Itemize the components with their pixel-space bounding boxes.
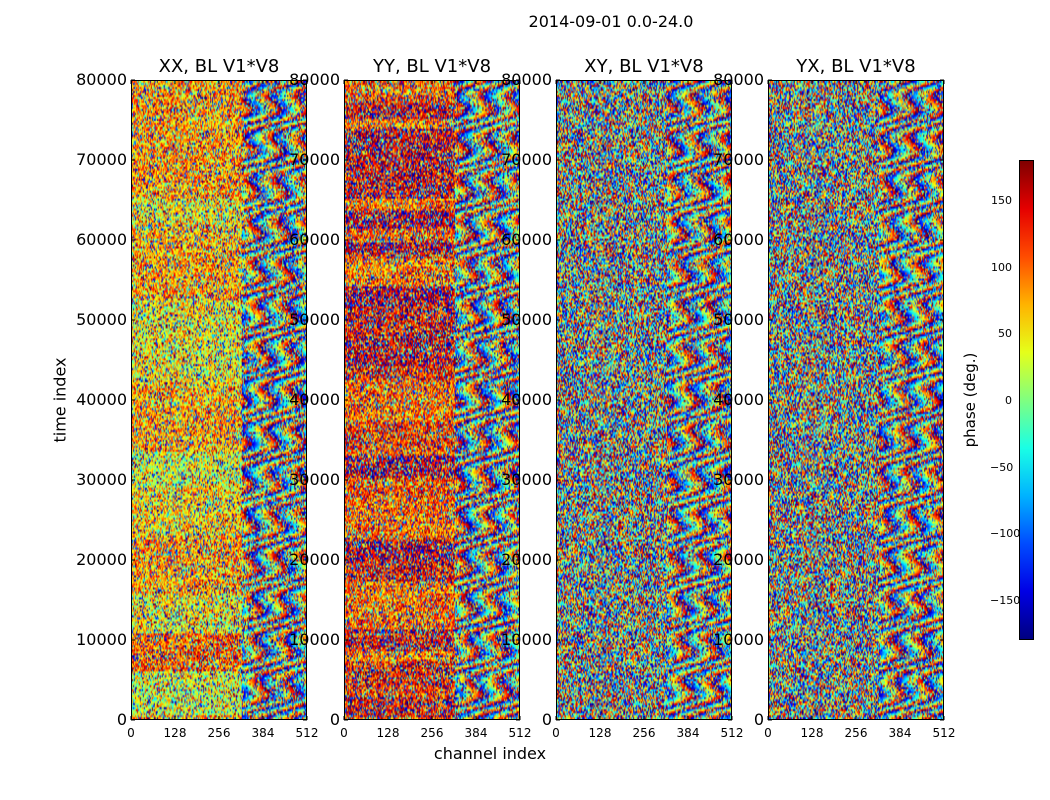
y-tick-label: 70000 (501, 150, 552, 169)
panel-title-yy: YY, BL V1*V8 (372, 56, 492, 77)
y-tick-label: 20000 (713, 550, 764, 569)
y-tick-label: 70000 (76, 150, 127, 169)
panel-title-xx: XX, BL V1*V8 (158, 56, 280, 77)
x-tick-label: 384 (464, 726, 488, 740)
y-tick-label: 80000 (289, 70, 340, 89)
y-tick-label: 40000 (501, 390, 552, 409)
colorbar-label: phase (deg.) (961, 352, 979, 448)
y-tick-label: 20000 (289, 550, 340, 569)
x-tick-label: 128 (163, 726, 187, 740)
x-tick-label: 256 (420, 726, 444, 740)
y-tick-label: 60000 (713, 230, 764, 249)
heatmap-panel-xx (131, 80, 307, 720)
y-tick-label: 10000 (713, 630, 764, 649)
y-tick-label: 0 (541, 710, 552, 729)
x-tick-label: 0 (764, 726, 772, 740)
x-tick-label: 384 (251, 726, 275, 740)
y-tick-label: 10000 (76, 630, 127, 649)
colorbar-tick-label: −100 (990, 527, 1021, 541)
y-tick-label: 50000 (713, 310, 764, 329)
y-tick-label: 20000 (76, 550, 127, 569)
colorbar-tick-label: −150 (990, 594, 1021, 607)
y-tick-label: 80000 (713, 70, 764, 89)
x-tick-label: 256 (207, 726, 231, 740)
y-tick-label: 60000 (76, 230, 127, 249)
x-tick-label: 0 (552, 726, 560, 740)
y-tick-label: 30000 (289, 470, 340, 489)
y-tick-label: 40000 (289, 390, 340, 409)
y-tick-label: 50000 (76, 310, 127, 329)
heatmap-canvas-yx (769, 81, 943, 719)
y-tick-label: 40000 (713, 390, 764, 409)
x-tick-label: 256 (844, 726, 868, 740)
y-tick-label: 80000 (501, 70, 552, 89)
y-tick-label: 30000 (76, 470, 127, 489)
heatmap-canvas-yy (345, 81, 519, 719)
heatmap-canvas-xx (132, 81, 306, 719)
x-tick-label: 128 (376, 726, 400, 740)
y-tick-label: 70000 (713, 150, 764, 169)
panel-title-yx: YX, BL V1*V8 (796, 56, 916, 77)
x-tick-label: 512 (508, 726, 532, 740)
colorbar-tick-label: 50 (998, 327, 1012, 341)
y-tick-label: 30000 (501, 470, 552, 489)
x-tick-label: 128 (800, 726, 824, 740)
y-tick-label: 0 (116, 710, 127, 729)
x-tick-label: 512 (720, 726, 744, 740)
colorbar-tick-label: 100 (991, 260, 1012, 274)
x-tick-label: 256 (632, 726, 656, 740)
colorbar-tick-label: −50 (990, 460, 1014, 474)
y-tick-label: 50000 (289, 310, 340, 329)
y-tick-label: 0 (753, 710, 764, 729)
colorbar-tick-label: 150 (991, 194, 1012, 207)
y-tick-label: 30000 (713, 470, 764, 489)
heatmap-panel-yx (768, 80, 944, 720)
x-tick-label: 128 (588, 726, 612, 740)
y-tick-label: 10000 (289, 630, 340, 649)
x-tick-label: 0 (127, 726, 135, 740)
x-tick-label: 384 (676, 726, 700, 740)
x-tick-label: 512 (295, 726, 319, 740)
heatmap-canvas-xy (557, 81, 731, 719)
panel-title-xy: XY, BL V1*V8 (584, 56, 704, 77)
y-tick-label: 70000 (289, 150, 340, 169)
y-tick-label: 40000 (76, 390, 127, 409)
colorbar (1019, 160, 1034, 640)
colorbar-tick-label: 0 (1005, 394, 1012, 407)
y-tick-label: 60000 (501, 230, 552, 249)
x-tick-label: 384 (888, 726, 912, 740)
y-tick-label: 20000 (501, 550, 552, 569)
y-tick-label: 50000 (501, 310, 552, 329)
x-tick-label: 0 (340, 726, 348, 740)
x-axis-label: channel index (433, 744, 547, 763)
y-tick-label: 80000 (76, 70, 127, 89)
y-axis-label: time index (50, 357, 70, 443)
y-tick-label: 60000 (289, 230, 340, 249)
figure-suptitle: 2014-09-01 0.0-24.0 (528, 12, 694, 31)
y-tick-label: 0 (329, 710, 340, 729)
x-tick-label: 512 (932, 726, 956, 740)
y-tick-label: 10000 (501, 630, 552, 649)
